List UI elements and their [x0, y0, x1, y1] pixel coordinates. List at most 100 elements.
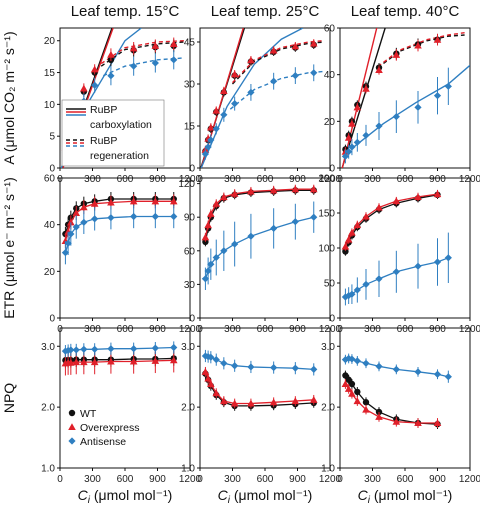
- x-axis-label-unit: (μmol mol⁻¹): [370, 487, 452, 503]
- antisense-point: [151, 59, 159, 67]
- antisense-point: [444, 254, 452, 262]
- x-axis-label-unit: (μmol mol⁻¹): [230, 487, 312, 503]
- antisense-point: [107, 214, 115, 222]
- antisense-point: [80, 218, 88, 226]
- overexpress-point: [90, 199, 99, 207]
- y-tick-label: 200: [318, 174, 335, 185]
- antisense-point: [67, 230, 75, 238]
- x-tick-label: 600: [117, 474, 134, 485]
- x-tick-label: 300: [84, 324, 101, 335]
- plot-area: [61, 341, 178, 376]
- overexpress-point: [414, 419, 422, 426]
- antisense-point: [345, 292, 353, 300]
- antisense-point: [72, 346, 80, 354]
- antisense-point: [444, 82, 452, 90]
- overexpress-point: [291, 185, 300, 193]
- antisense-point: [392, 268, 400, 276]
- x-tick-label: 600: [257, 324, 274, 335]
- panel-row3-col2: 1.0 2.0 3.0 0 300 600 900 1200 Ci (μmol mol⁻¹): [181, 327, 342, 506]
- series-line: [204, 371, 314, 405]
- x-tick-label: 1200: [319, 474, 342, 485]
- overexpress-point: [107, 50, 115, 58]
- antisense-point: [444, 373, 452, 381]
- antisense-point: [204, 267, 212, 275]
- y-tick-label: 0: [329, 314, 335, 325]
- plot-frame: [199, 177, 331, 319]
- x-tick-label: 900: [289, 324, 306, 335]
- y-tick-label: 0: [329, 164, 335, 175]
- antisense-point: [151, 212, 159, 221]
- overexpress-point: [375, 203, 383, 211]
- x-tick-label: 900: [289, 174, 306, 185]
- overexpress-point: [169, 40, 178, 47]
- overexpress-point: [247, 187, 255, 195]
- wt-point: [348, 380, 356, 388]
- plot-area: [61, 192, 178, 265]
- antisense-point: [375, 362, 383, 370]
- antisense-point: [72, 223, 80, 231]
- overexpress-point: [72, 209, 81, 217]
- overexpress-point: [212, 199, 221, 207]
- antisense-point: [170, 343, 178, 352]
- y-tick-label: 2.0: [321, 403, 335, 414]
- y-tick-label: 1.0: [41, 464, 55, 475]
- x-tick-label: 900: [429, 474, 446, 485]
- antisense-point: [433, 370, 442, 378]
- overexpress-point: [80, 84, 88, 92]
- overexpress-point: [309, 185, 318, 193]
- series-line: [64, 215, 174, 253]
- x-tick-label: 300: [84, 474, 101, 485]
- antisense-point: [67, 346, 75, 354]
- antisense-point: [341, 152, 350, 160]
- antisense-point: [270, 77, 278, 85]
- antisense-point: [207, 136, 215, 144]
- overexpress-point: [67, 358, 75, 366]
- y-tick-label: 10: [44, 100, 56, 111]
- x-tick-label: 900: [429, 174, 446, 185]
- overexpress-point: [414, 41, 422, 49]
- y-tick-label: 5: [49, 132, 55, 143]
- model-legend-label: RuBP: [90, 135, 117, 147]
- overexpress-point: [107, 357, 115, 365]
- overexpress-point: [433, 190, 442, 198]
- antisense-point: [375, 275, 383, 283]
- overexpress-point: [362, 405, 370, 413]
- overexpress-point: [341, 242, 350, 250]
- overexpress-point: [220, 87, 228, 95]
- antisense-point: [247, 232, 255, 240]
- x-tick-label: 300: [364, 324, 381, 335]
- antisense-point: [207, 260, 215, 268]
- y-tick-label: 150: [318, 209, 335, 220]
- overexpress-point: [269, 398, 278, 406]
- wt-point: [354, 388, 361, 396]
- antisense-point: [291, 72, 299, 80]
- antisense-point: [201, 275, 210, 283]
- overexpress-point: [80, 203, 88, 211]
- y-tick-label: 3.0: [321, 342, 335, 353]
- x-axis-label-sub: i: [228, 495, 231, 506]
- overexpress-point: [151, 357, 160, 364]
- antisense-point: [362, 280, 370, 288]
- antisense-point: [204, 143, 212, 151]
- antisense-point: [348, 290, 356, 298]
- antisense-point: [247, 363, 255, 371]
- legend-label: Antisense: [80, 436, 126, 448]
- x-tick-label: 300: [364, 174, 381, 185]
- x-tick-label: 0: [197, 474, 203, 485]
- x-axis-label: Ci (μmol mol⁻¹): [358, 487, 453, 506]
- x-tick-label: 1200: [179, 474, 202, 485]
- plot-frame: [339, 327, 471, 469]
- y-axis-label: A (μmol CO₂ m⁻² s⁻¹): [1, 31, 17, 164]
- antisense-point: [353, 286, 361, 294]
- overexpress-point: [207, 380, 215, 388]
- antisense-point: [220, 247, 228, 255]
- overexpress-point: [230, 70, 239, 78]
- overexpress-point: [414, 193, 422, 200]
- x-tick-label: 600: [397, 174, 414, 185]
- x-tick-label: 900: [149, 474, 166, 485]
- solid-model-line: [200, 28, 304, 168]
- overexpress-point: [129, 357, 138, 365]
- y-tick-label: 40: [44, 220, 56, 231]
